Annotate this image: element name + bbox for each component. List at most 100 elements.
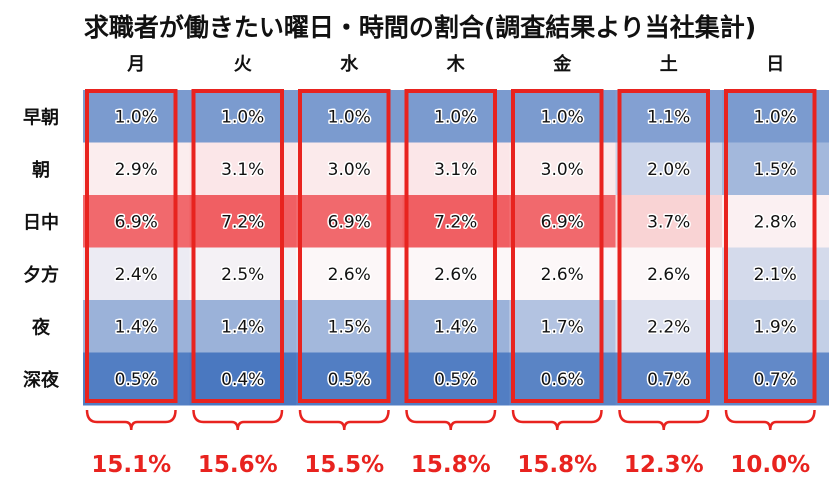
cell-value-label: 3.0% <box>328 160 371 180</box>
cell-value-label: 2.6% <box>541 265 584 285</box>
row-header: 早朝 <box>23 106 59 128</box>
column-brace <box>192 409 284 431</box>
column-brace <box>511 409 603 431</box>
column-highlight-box <box>617 89 710 403</box>
heatmap-cell <box>83 142 190 196</box>
cell-value-label: 2.5% <box>221 265 264 285</box>
cell-value-label: 2.0% <box>647 160 690 180</box>
heatmap-cell <box>83 352 190 406</box>
heatmap-cell <box>402 142 510 196</box>
heatmap-cell <box>83 247 190 301</box>
cell-value-label: 2.6% <box>434 265 477 285</box>
heatmap-cell <box>296 247 403 301</box>
column-brace <box>724 409 816 431</box>
cell-value-label: 3.1% <box>221 160 264 180</box>
column-total-label: 15.8% <box>517 452 597 478</box>
column-highlight-box <box>724 89 817 403</box>
cell-value-label: 7.2% <box>434 212 477 232</box>
heatmap-cell <box>296 300 403 353</box>
cell-value-label: 0.7% <box>647 370 690 390</box>
cell-value-label: 0.6% <box>541 370 584 390</box>
cell-value-label: 1.4% <box>434 317 477 337</box>
cell-value-label: 1.5% <box>754 160 797 180</box>
heatmap-cell <box>509 142 616 196</box>
heatmap-cells <box>83 90 829 406</box>
heatmap-cell <box>296 195 403 248</box>
heatmap-cell <box>402 195 510 248</box>
heatmap-cell <box>615 352 723 406</box>
column-brace <box>298 409 390 431</box>
cell-value-label: 1.0% <box>434 107 477 127</box>
heatmap-cell <box>722 90 829 143</box>
heatmap-cell <box>722 300 829 353</box>
column-brace <box>618 409 710 431</box>
heatmap-cell <box>722 352 829 406</box>
heatmap-cell <box>509 247 616 301</box>
cell-value-label: 0.5% <box>115 370 158 390</box>
row-header: 深夜 <box>23 369 60 391</box>
heatmap-cell <box>83 300 190 353</box>
heatmap-cell <box>296 90 403 143</box>
column-highlight-box <box>85 89 178 403</box>
column-header: 日 <box>766 54 784 75</box>
cell-value-label: 2.8% <box>754 212 797 232</box>
column-total-label: 15.1% <box>91 452 171 478</box>
cell-value-label: 1.0% <box>115 107 158 127</box>
heatmap-cell <box>509 300 616 353</box>
chart-title: 求職者が働きたい曜日・時間の割合(調査結果より当社集計) <box>84 13 756 42</box>
column-highlight-box <box>511 89 604 403</box>
heatmap-cell <box>402 352 510 406</box>
heatmap-cell <box>402 247 510 301</box>
heatmap-cell <box>296 142 403 196</box>
cell-value-label: 0.7% <box>754 370 797 390</box>
heatmap-cell <box>509 90 616 143</box>
cell-value-label: 3.0% <box>541 160 584 180</box>
column-header: 土 <box>660 54 678 75</box>
heatmap-cell <box>615 195 723 248</box>
heatmap-cell <box>615 247 723 301</box>
column-total-label: 12.3% <box>624 452 704 478</box>
heatmap-cell <box>189 352 297 406</box>
heatmap-cell <box>722 195 829 248</box>
heatmap-cell <box>722 142 829 196</box>
column-header: 木 <box>446 53 466 75</box>
cell-value-label: 3.7% <box>647 212 690 232</box>
cell-value-label: 1.0% <box>541 107 584 127</box>
column-brace <box>85 409 177 431</box>
column-highlight-box <box>298 89 391 403</box>
cell-value-label: 3.1% <box>434 160 477 180</box>
column-total-label: 10.0% <box>730 452 810 478</box>
heatmap-cell <box>722 247 829 301</box>
cell-value-label: 7.2% <box>221 212 264 232</box>
column-total-label: 15.8% <box>411 452 491 478</box>
cell-value-label: 0.4% <box>221 370 264 390</box>
heatmap-cell <box>189 90 297 143</box>
cell-value-label: 0.5% <box>328 370 371 390</box>
cell-value-label: 1.7% <box>541 317 584 337</box>
cell-value-label: 6.9% <box>115 212 158 232</box>
column-total-label: 15.5% <box>304 452 384 478</box>
heatmap-labels: 1.0% 1.0% 1.0% 1.0% 1.0% 1.1% 1.0% 2.9% 3.1% 3.0%… <box>23 53 798 391</box>
column-header: 金 <box>552 53 572 75</box>
cell-value-label: 2.6% <box>328 265 371 285</box>
column-header: 月 <box>126 54 145 75</box>
row-header: 夕方 <box>23 264 59 286</box>
row-header: 朝 <box>32 159 50 181</box>
heatmap-cell <box>189 195 297 248</box>
cell-value-label: 2.6% <box>647 265 690 285</box>
cell-value-label: 6.9% <box>541 212 584 232</box>
column-highlights: 15.1% 15.6% 15.5% 15.8% 15.8% 12.3% 10.0% <box>85 89 817 478</box>
column-highlight-box <box>191 89 284 403</box>
cell-value-label: 1.5% <box>328 317 371 337</box>
row-header: 日中 <box>23 211 59 233</box>
heatmap-cell <box>189 300 297 353</box>
heatmap-cell <box>402 90 510 143</box>
cell-value-label: 1.4% <box>115 317 158 337</box>
cell-value-label: 2.2% <box>647 317 690 337</box>
cell-value-label: 2.9% <box>115 160 158 180</box>
cell-value-label: 1.4% <box>221 317 264 337</box>
column-highlight-box <box>404 89 497 403</box>
heatmap-cell <box>615 90 723 143</box>
column-header: 水 <box>340 53 359 75</box>
